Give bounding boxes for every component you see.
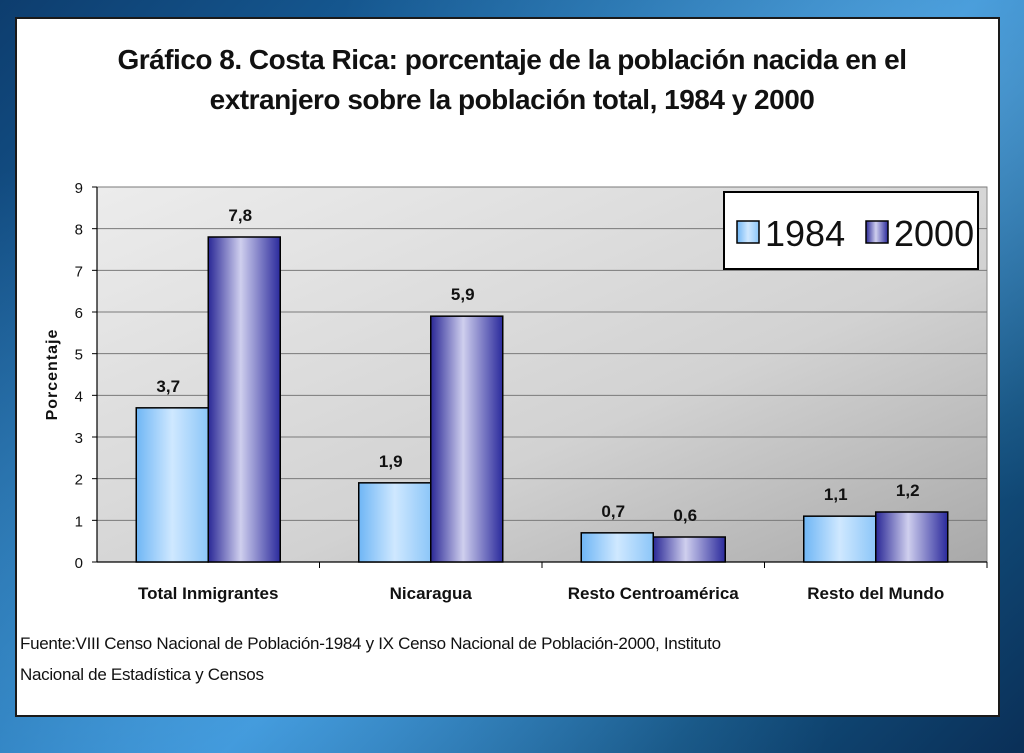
data-label: 1,9 <box>379 452 403 471</box>
y-tick-label: 8 <box>75 222 83 239</box>
data-label: 7,8 <box>228 206 252 225</box>
legend-swatch-2000 <box>865 220 889 244</box>
bar-1984 <box>803 515 877 563</box>
data-label: 5,9 <box>451 285 475 304</box>
data-label: 1,2 <box>896 481 920 500</box>
x-tick-label: Resto del Mundo <box>807 584 944 603</box>
y-tick-label: 3 <box>75 430 83 447</box>
bar-2000 <box>207 236 281 563</box>
bar-2000 <box>875 511 949 563</box>
y-tick-label: 0 <box>75 555 83 572</box>
data-label: 3,7 <box>156 377 180 396</box>
data-label: 0,6 <box>673 506 697 525</box>
bar-1984 <box>135 407 209 563</box>
bar-1984 <box>358 482 432 563</box>
chart-title-line2: extranjero sobre la población total, 198… <box>209 84 815 115</box>
legend-box <box>723 191 979 270</box>
legend-label-1984: 1984 <box>765 213 845 254</box>
x-tick-label: Total Inmigrantes <box>138 584 278 603</box>
y-tick-label: 6 <box>75 305 83 322</box>
source-line2: Nacional de Estadística y Censos <box>20 665 264 684</box>
x-tick-label: Nicaragua <box>390 584 473 603</box>
bar-2000 <box>430 315 504 563</box>
y-tick-label: 2 <box>75 472 83 489</box>
bar-1984 <box>580 532 654 563</box>
data-label: 0,7 <box>601 502 625 521</box>
legend-swatch-1984 <box>736 220 760 244</box>
chart-title: Gráfico 8. Costa Rica: porcentaje de la … <box>0 40 1024 120</box>
legend-label-2000: 2000 <box>894 213 974 254</box>
chart-title-line1: Gráfico 8. Costa Rica: porcentaje de la … <box>117 44 907 75</box>
y-tick-label: 7 <box>75 263 83 280</box>
y-tick-label: 1 <box>75 513 83 530</box>
bar-2000 <box>652 536 726 563</box>
source-line1: Fuente:VIII Censo Nacional de Población-… <box>20 634 721 653</box>
y-axis-label: Porcentaje <box>44 329 61 421</box>
y-tick-label: 5 <box>75 347 83 364</box>
y-tick-label: 4 <box>75 388 83 405</box>
x-tick-label: Resto Centroamérica <box>568 584 740 603</box>
data-label: 1,1 <box>824 485 848 504</box>
source-note: Fuente:VIII Censo Nacional de Población-… <box>20 628 980 690</box>
y-tick-label: 9 <box>75 180 83 197</box>
